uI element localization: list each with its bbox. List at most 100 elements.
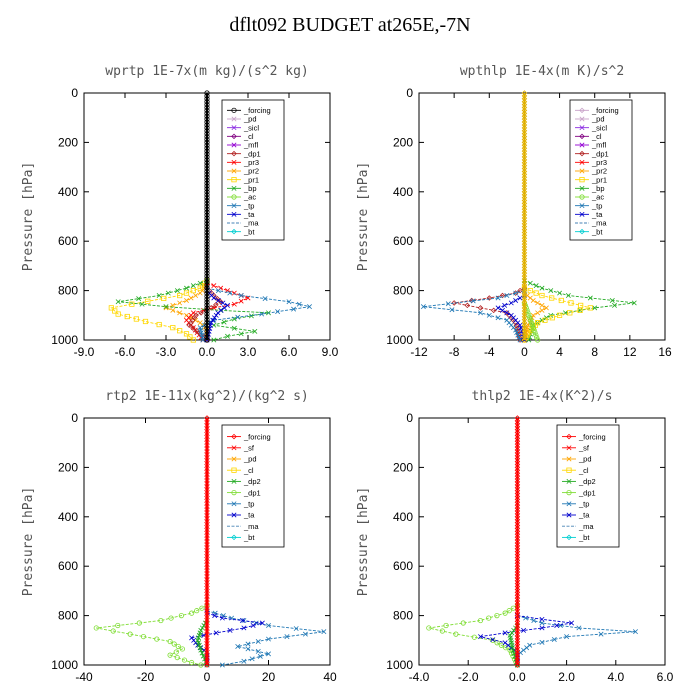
data-point <box>557 290 563 296</box>
data-point <box>514 633 521 639</box>
data-point <box>632 629 638 635</box>
data-point <box>514 540 521 546</box>
data-point <box>275 309 281 315</box>
data-point <box>514 467 521 474</box>
legend-marker <box>231 133 237 140</box>
x-tick-label: -4.0 <box>409 670 430 684</box>
legend-entry-cl: _cl <box>227 132 254 141</box>
series-ta <box>478 613 575 668</box>
data-point <box>514 543 521 549</box>
data-point <box>204 543 210 549</box>
data-point <box>204 630 210 636</box>
data-point <box>521 220 528 227</box>
data-point <box>204 415 210 421</box>
y-tick-label: 600 <box>393 234 413 248</box>
data-point <box>521 293 528 300</box>
data-point <box>513 322 520 329</box>
data-point <box>499 292 506 299</box>
data-point <box>521 104 528 111</box>
data-point <box>204 110 210 116</box>
data-point <box>177 310 183 316</box>
data-point <box>514 499 521 506</box>
data-point <box>136 620 142 626</box>
data-point <box>204 487 210 494</box>
data-point <box>183 331 190 337</box>
legend-label: _cl <box>243 132 254 141</box>
data-point <box>551 636 557 642</box>
data-point <box>521 119 528 125</box>
data-point <box>535 310 541 316</box>
data-point <box>204 197 210 204</box>
data-point <box>521 325 528 332</box>
data-point <box>521 305 528 311</box>
data-point <box>509 645 515 651</box>
data-point <box>478 310 483 316</box>
data-point <box>521 238 528 244</box>
data-point <box>204 171 210 177</box>
series-tp <box>514 613 638 668</box>
data-point <box>514 487 521 494</box>
data-point <box>529 322 535 328</box>
data-point <box>204 476 210 482</box>
data-point <box>179 646 185 652</box>
series-ta <box>495 293 527 343</box>
data-point <box>296 301 302 307</box>
chart-panel-3: rtp2 1E-11x(kg^2)/(kg^2 s) Pressure [hPa]… <box>21 389 337 684</box>
data-point <box>204 116 210 122</box>
data-point <box>530 325 536 331</box>
data-point <box>204 612 210 619</box>
data-point <box>190 325 196 331</box>
data-point <box>527 642 533 648</box>
legend-marker <box>231 211 237 217</box>
data-point <box>204 659 210 665</box>
legend-label: _sicl <box>243 123 259 132</box>
data-point <box>204 499 210 506</box>
data-point <box>204 447 210 453</box>
data-point <box>307 304 312 310</box>
legend-entry-pd: _pd <box>575 115 605 124</box>
data-point <box>212 315 217 321</box>
data-point <box>514 583 521 590</box>
data-point <box>204 308 210 314</box>
legend-entry-pr1: _pr1 <box>227 175 259 184</box>
data-point <box>533 290 539 296</box>
data-point <box>478 634 483 640</box>
data-point <box>521 165 528 172</box>
data-point <box>514 650 521 657</box>
legend-marker <box>231 168 237 174</box>
data-point <box>514 476 521 482</box>
data-point <box>521 116 528 122</box>
data-point <box>521 200 528 207</box>
data-point <box>212 613 218 619</box>
data-point <box>533 332 539 338</box>
panel-title: wprtp 1E-7x(m kg)/(s^2 kg) <box>105 64 309 79</box>
data-point <box>514 641 521 648</box>
data-point <box>521 130 528 137</box>
data-point <box>521 151 528 157</box>
data-point <box>255 648 261 654</box>
legend-box <box>556 424 620 548</box>
data-point <box>517 287 523 294</box>
y-tick-label: 1000 <box>386 333 413 347</box>
data-point <box>204 290 210 297</box>
data-point <box>477 305 484 311</box>
data-point <box>321 629 327 635</box>
data-point <box>204 314 210 320</box>
data-point <box>221 319 227 325</box>
data-point <box>136 296 142 302</box>
data-point <box>170 325 176 331</box>
data-point <box>175 643 181 650</box>
legend-label: _bp <box>591 184 605 193</box>
data-point <box>514 560 521 567</box>
data-point <box>112 308 118 314</box>
legend-entry-pd: _pd <box>227 115 257 124</box>
data-point <box>514 493 521 500</box>
data-point <box>171 641 177 647</box>
data-point <box>181 657 188 663</box>
data-point <box>514 572 521 578</box>
data-point <box>252 328 258 334</box>
data-point <box>464 302 471 309</box>
data-point <box>517 322 523 328</box>
data-point <box>259 620 265 626</box>
data-point <box>539 285 545 291</box>
